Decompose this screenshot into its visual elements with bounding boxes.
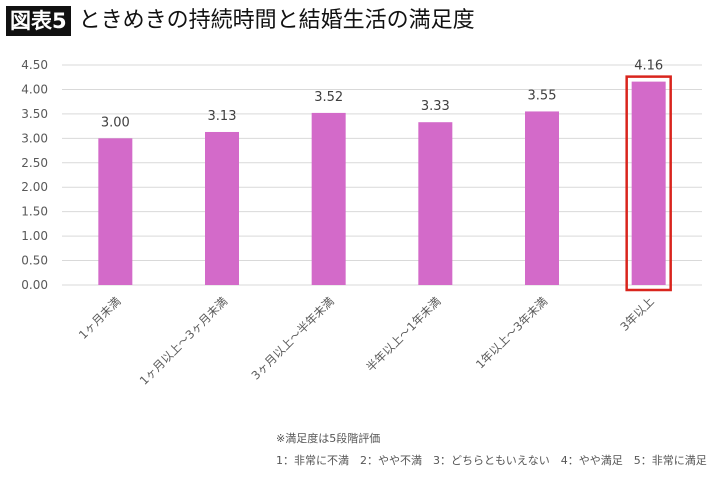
x-tick-label: 1ヶ月以上～3ヶ月未満 [137,294,230,387]
y-tick-label: 4.00 [21,82,48,96]
y-tick-label: 3.50 [21,107,48,121]
x-tick-label: 1ヶ月未満 [76,294,124,342]
note-scale: ※満足度は5段階評価 [276,432,381,445]
data-label: 3.52 [314,90,343,105]
y-tick-label: 1.50 [21,205,48,219]
bar [525,111,559,285]
y-tick-label: 1.00 [21,229,48,243]
y-tick-label: 4.50 [21,58,48,72]
data-label: 4.16 [634,59,663,74]
note-legend: 1：非常に不満 2：やや不満 3：どちらともいえない 4：やや満足 5：非常に満… [276,454,707,467]
highlight-box [625,75,672,292]
x-tick-label: 3ヶ月以上～半年未満 [249,294,337,382]
y-tick-label: 0.50 [21,254,48,268]
bar [98,138,133,285]
data-label: 3.00 [101,115,130,130]
y-tick-label: 2.50 [21,156,48,170]
y-tick-label: 2.00 [21,180,48,194]
bar [631,81,666,285]
data-label: 3.13 [208,109,237,124]
title-text: ときめきの持続時間と結婚生活の満足度 [78,8,475,33]
x-tick-label: 3年以上 [617,294,656,333]
data-label: 3.33 [421,99,450,114]
x-tick-label: 半年以上～1年未満 [363,294,443,374]
y-tick-label: 3.00 [21,131,48,145]
bar [311,112,346,286]
x-tick-label: 1年以上～3年未満 [473,294,550,371]
data-label: 3.55 [528,88,557,103]
figure-badge: 図表5 [6,6,71,36]
y-tick-label: 0.00 [21,278,48,292]
chart-title: 図表5 ときめきの持続時間と結婚生活の満足度 [6,6,475,36]
bar [205,131,239,285]
bar [418,122,453,285]
